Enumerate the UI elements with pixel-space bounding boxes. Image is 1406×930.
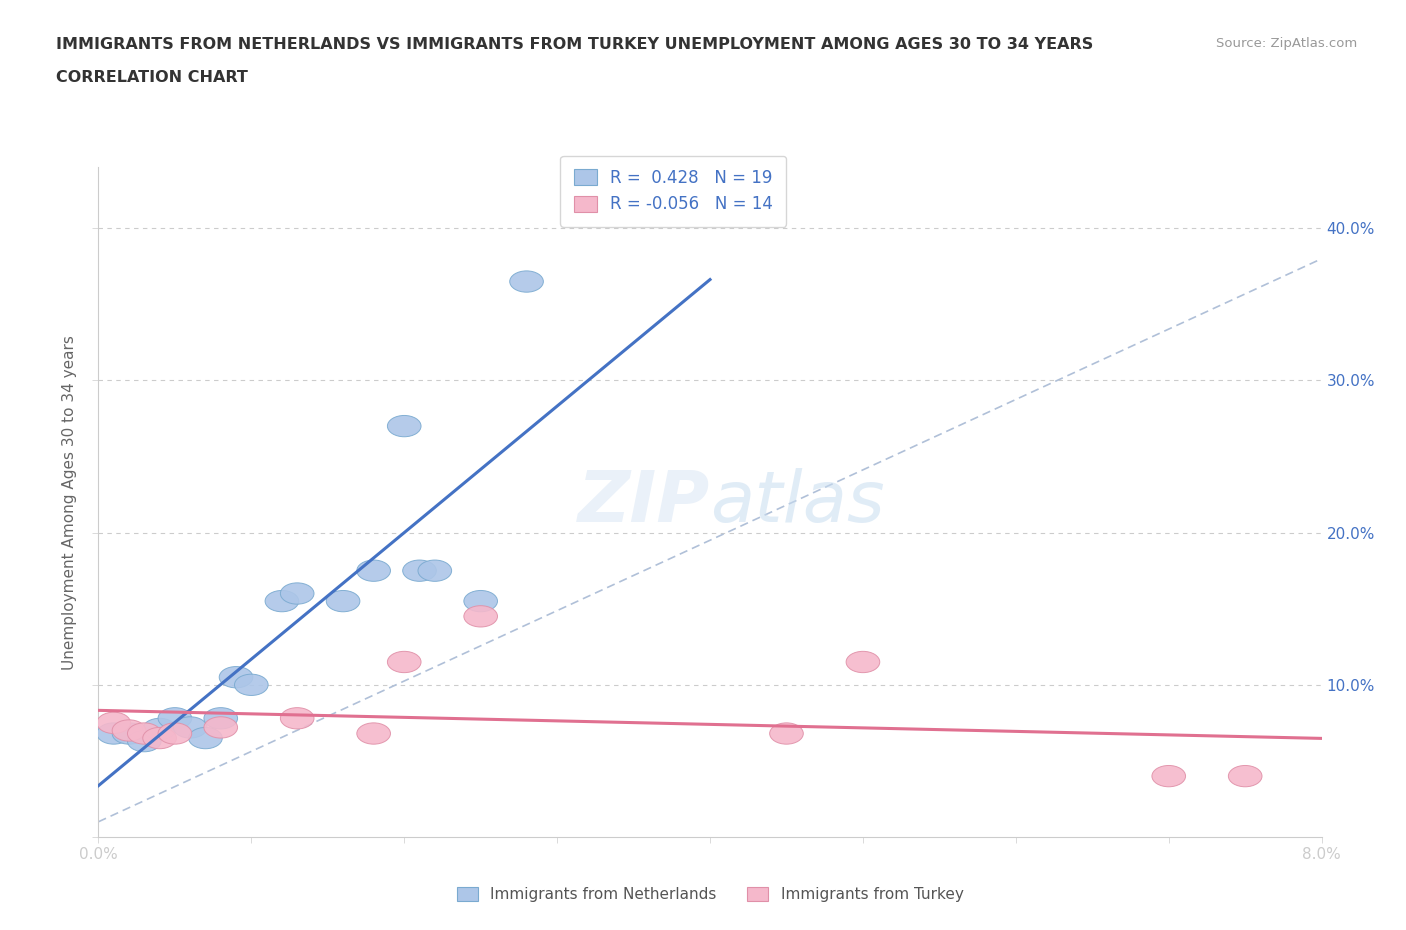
- Ellipse shape: [280, 708, 314, 729]
- Ellipse shape: [143, 727, 176, 749]
- Text: atlas: atlas: [710, 468, 884, 537]
- Ellipse shape: [97, 723, 131, 744]
- Ellipse shape: [769, 723, 803, 744]
- Ellipse shape: [112, 720, 146, 741]
- Ellipse shape: [1152, 765, 1185, 787]
- Ellipse shape: [235, 674, 269, 696]
- Ellipse shape: [388, 651, 420, 672]
- Ellipse shape: [128, 730, 162, 751]
- Ellipse shape: [326, 591, 360, 612]
- Text: CORRELATION CHART: CORRELATION CHART: [56, 70, 247, 85]
- Ellipse shape: [464, 605, 498, 627]
- Ellipse shape: [402, 560, 436, 581]
- Ellipse shape: [157, 708, 191, 729]
- Ellipse shape: [464, 591, 498, 612]
- Ellipse shape: [418, 560, 451, 581]
- Ellipse shape: [846, 651, 880, 672]
- Ellipse shape: [266, 591, 298, 612]
- Text: IMMIGRANTS FROM NETHERLANDS VS IMMIGRANTS FROM TURKEY UNEMPLOYMENT AMONG AGES 30: IMMIGRANTS FROM NETHERLANDS VS IMMIGRANT…: [56, 37, 1094, 52]
- Ellipse shape: [280, 583, 314, 604]
- Y-axis label: Unemployment Among Ages 30 to 34 years: Unemployment Among Ages 30 to 34 years: [62, 335, 77, 670]
- Ellipse shape: [388, 416, 420, 437]
- Text: ZIP: ZIP: [578, 468, 710, 537]
- Ellipse shape: [128, 723, 162, 744]
- Ellipse shape: [112, 723, 146, 744]
- Ellipse shape: [510, 271, 543, 292]
- Ellipse shape: [173, 717, 207, 738]
- Ellipse shape: [97, 712, 131, 734]
- Ellipse shape: [1229, 765, 1263, 787]
- Ellipse shape: [219, 667, 253, 688]
- Ellipse shape: [188, 727, 222, 749]
- Ellipse shape: [204, 717, 238, 738]
- Ellipse shape: [204, 708, 238, 729]
- Ellipse shape: [357, 560, 391, 581]
- Text: Source: ZipAtlas.com: Source: ZipAtlas.com: [1216, 37, 1357, 50]
- Ellipse shape: [143, 718, 176, 739]
- Legend: Immigrants from Netherlands, Immigrants from Turkey: Immigrants from Netherlands, Immigrants …: [449, 879, 972, 910]
- Ellipse shape: [357, 723, 391, 744]
- Ellipse shape: [157, 723, 191, 744]
